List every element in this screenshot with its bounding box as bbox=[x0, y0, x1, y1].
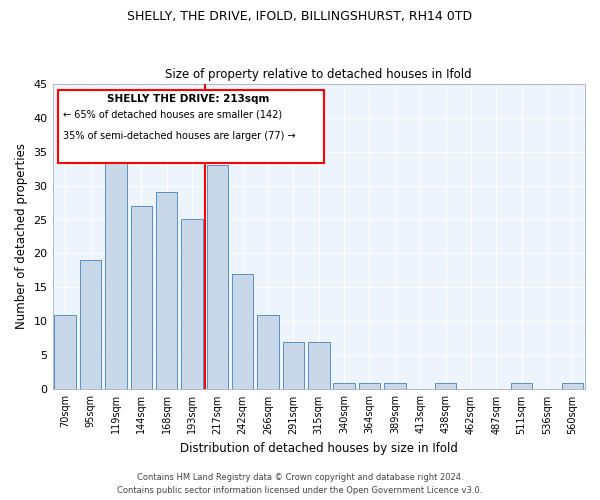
Bar bbox=[55, 314, 76, 390]
Text: ← 65% of detached houses are smaller (142): ← 65% of detached houses are smaller (14… bbox=[63, 110, 283, 120]
Title: Size of property relative to detached houses in Ifold: Size of property relative to detached ho… bbox=[166, 68, 472, 81]
Text: Contains HM Land Registry data © Crown copyright and database right 2024.
Contai: Contains HM Land Registry data © Crown c… bbox=[118, 474, 482, 495]
Bar bbox=[80, 260, 101, 390]
Bar bbox=[232, 274, 253, 390]
Bar bbox=[181, 220, 203, 390]
Text: SHELLY, THE DRIVE, IFOLD, BILLINGSHURST, RH14 0TD: SHELLY, THE DRIVE, IFOLD, BILLINGSHURST,… bbox=[127, 10, 473, 23]
Text: 35% of semi-detached houses are larger (77) →: 35% of semi-detached houses are larger (… bbox=[63, 131, 296, 141]
Bar bbox=[562, 382, 583, 390]
Bar bbox=[511, 382, 532, 390]
Bar bbox=[283, 342, 304, 390]
FancyBboxPatch shape bbox=[58, 90, 324, 163]
Bar bbox=[435, 382, 457, 390]
Bar bbox=[257, 314, 279, 390]
Bar bbox=[156, 192, 178, 390]
Bar bbox=[334, 382, 355, 390]
Y-axis label: Number of detached properties: Number of detached properties bbox=[15, 144, 28, 330]
Bar bbox=[131, 206, 152, 390]
X-axis label: Distribution of detached houses by size in Ifold: Distribution of detached houses by size … bbox=[180, 442, 458, 455]
Text: SHELLY THE DRIVE: 213sqm: SHELLY THE DRIVE: 213sqm bbox=[107, 94, 269, 104]
Bar bbox=[105, 138, 127, 390]
Bar bbox=[206, 165, 228, 390]
Bar bbox=[359, 382, 380, 390]
Bar bbox=[384, 382, 406, 390]
Bar bbox=[308, 342, 329, 390]
